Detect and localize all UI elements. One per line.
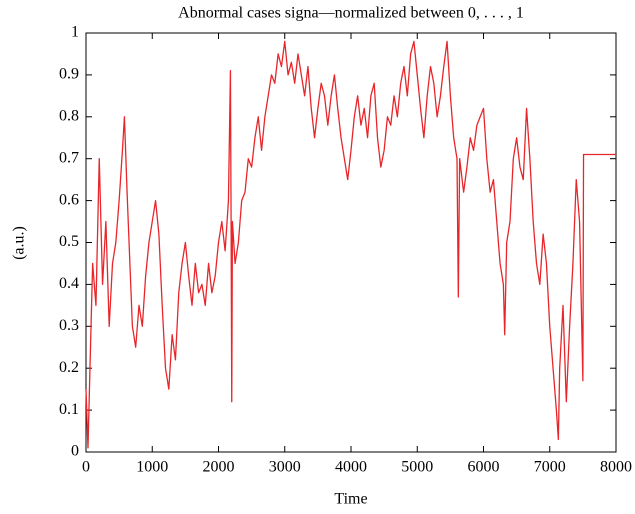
y-tick-label: 0.3: [59, 317, 79, 334]
x-tick-label: 0: [82, 459, 90, 476]
y-tick-label: 0.9: [59, 66, 79, 83]
y-tick-label: 0.5: [59, 233, 79, 250]
y-tick-label: 0.7: [59, 149, 79, 166]
x-tick-label: 6000: [468, 459, 500, 476]
y-tick-label: 0.8: [59, 107, 79, 124]
x-axis-label: Time: [334, 491, 367, 508]
plot-frame: [85, 32, 617, 453]
y-tick-label: 1: [71, 24, 79, 41]
y-tick-label: 0.4: [59, 275, 79, 292]
y-tick-label: 0.6: [59, 191, 79, 208]
x-tick-label: 8000: [600, 459, 632, 476]
y-tick-label: 0: [71, 443, 79, 460]
y-tick-label: 0.2: [59, 359, 79, 376]
y-tick-label: 0.1: [59, 401, 79, 418]
x-tick-label: 7000: [534, 459, 566, 476]
data-line: [85, 40, 616, 449]
x-tick-label: 4000: [335, 459, 367, 476]
x-tick-label: 2000: [203, 459, 235, 476]
x-tick-label: 1000: [136, 459, 168, 476]
y-axis-label: (a.u.): [11, 226, 28, 260]
x-tick-label: 3000: [269, 459, 301, 476]
x-tick-label: 5000: [401, 459, 433, 476]
chart-title: Abnormal cases signa—normalized between …: [178, 5, 524, 22]
